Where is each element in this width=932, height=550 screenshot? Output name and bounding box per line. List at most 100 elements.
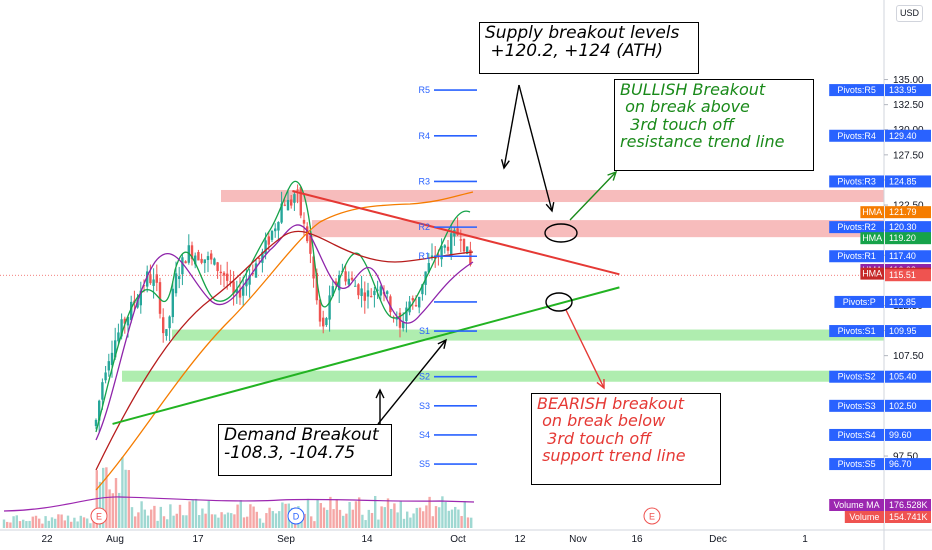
hma-tag-1: HMA 119.20 [860,232,931,245]
candle-body [430,255,434,258]
volume-bar [22,519,25,528]
pivot-tag-R4: Pivots:R4 129.40 [829,129,931,142]
volume-bar [326,509,329,528]
bearish-arrow [565,309,605,389]
hma-tag-0-value: 121.79 [889,207,917,217]
candle-body [162,317,165,334]
volume-bar [447,510,450,528]
volume-ma-line [3,496,475,512]
pivot-tag-R5: Pivots:R5 133.95 [829,84,931,97]
pivot-tag-R3-value: 124.85 [889,176,917,186]
candle-body [312,256,315,279]
volume-bar [214,514,217,528]
event-marker-1 [287,507,305,525]
candle-body [389,296,392,313]
volume-bar [25,521,28,528]
x-tick-label: Oct [450,534,466,545]
candle-body [405,307,408,322]
volume-ma-tag-value-bg [885,499,931,511]
candle-body [414,305,418,307]
hma-tag-1-value-bg [885,232,931,245]
annotation-arrows-layer [375,84,618,425]
candle-body [130,301,133,321]
zone-demand-lower [122,370,884,382]
pivot-tag-R1-value-bg [885,250,931,263]
candle-body [469,249,472,265]
volume-bar [70,521,73,528]
volume-bar [396,512,399,528]
candle-body [136,299,139,308]
pivot-tag-S1: Pivots:S1 109.95 [829,325,931,338]
candle-body [178,276,181,280]
volume-bar [457,509,460,528]
candle-body [174,273,178,294]
price-tags-layer: Pivots:R5 133.95 Pivots:R4 129.40 Pivots:R3 1… [829,84,931,523]
candle-body [418,296,421,308]
volume-bar [332,509,335,528]
bearish-breakout-note: BEARISH breakout on break below 3rd touc… [531,393,721,485]
candle-body [386,291,389,294]
volume-bar [217,517,220,528]
pivot-tag-R5-label: Pivots:R5 [837,85,876,95]
volume-bar [450,509,454,528]
candle-body [395,317,398,320]
candle-body [200,258,203,263]
volume-bar [258,518,262,528]
volume-bar [89,523,92,528]
volume-bar [316,499,319,528]
candle-body [456,228,459,235]
candle-body [293,194,296,203]
candle-body [197,252,200,261]
pivot-tag-S1-value-bg [885,325,931,338]
volume-bar [444,501,447,528]
volume-bar [185,515,188,528]
volume-bar [252,506,255,528]
pivot-tag-S3: Pivots:S3 102.50 [829,399,931,412]
volume-bar [441,496,444,528]
pivot-tag-S3-value-bg [885,399,931,412]
volume-tag-label-bg [844,511,884,523]
candle-body [331,286,334,296]
candle-body [155,274,158,283]
volume-bar [348,502,351,528]
last-price-tag: 115.51 [885,269,931,282]
hma-tag-1-value: 119.20 [889,233,916,243]
volume-bar [239,500,242,528]
volume-bar [274,513,278,528]
volume-bar [223,514,226,528]
event-label-0: E [96,512,102,522]
candle-body [274,228,277,232]
pivot-tag-R2: Pivots:R2 120.30 [829,221,931,234]
demand-arrow-diag [377,339,447,425]
pivot-tag-S3-label-bg [829,399,884,412]
volume-bar [66,515,70,528]
pivot-tag-R2-label: Pivots:R2 [837,222,876,232]
event-marker-2 [643,507,661,525]
volume-bar [175,513,178,528]
volume-tag: Volume 154.741K [844,511,931,523]
pivot-tag-S5-value-bg [885,458,931,471]
candle-body [325,318,328,326]
volume-layer [2,457,475,528]
pivot-tag-P-label: Pivots:P [843,297,876,307]
volume-bar [377,519,380,528]
currency-badge[interactable]: USD [896,5,923,22]
zone-demand-upper [172,329,884,341]
candle-body [373,290,376,296]
candle-body [245,279,248,287]
volume-bar [335,499,338,528]
pivot-tag-S2-label: Pivots:S2 [838,372,876,382]
volume-bar [306,498,310,528]
volume-bar [12,516,15,528]
x-tick-label: 17 [192,534,204,545]
pivot-tag-S4-label-bg [829,428,884,441]
volume-bar [191,499,194,528]
hma-purple-line [95,224,474,441]
volume-bar [118,492,121,528]
volume-bar [2,519,6,528]
candle-body [222,272,226,276]
volume-bar [383,507,386,528]
x-tick-label: Nov [569,534,587,545]
candle-body [168,316,171,329]
